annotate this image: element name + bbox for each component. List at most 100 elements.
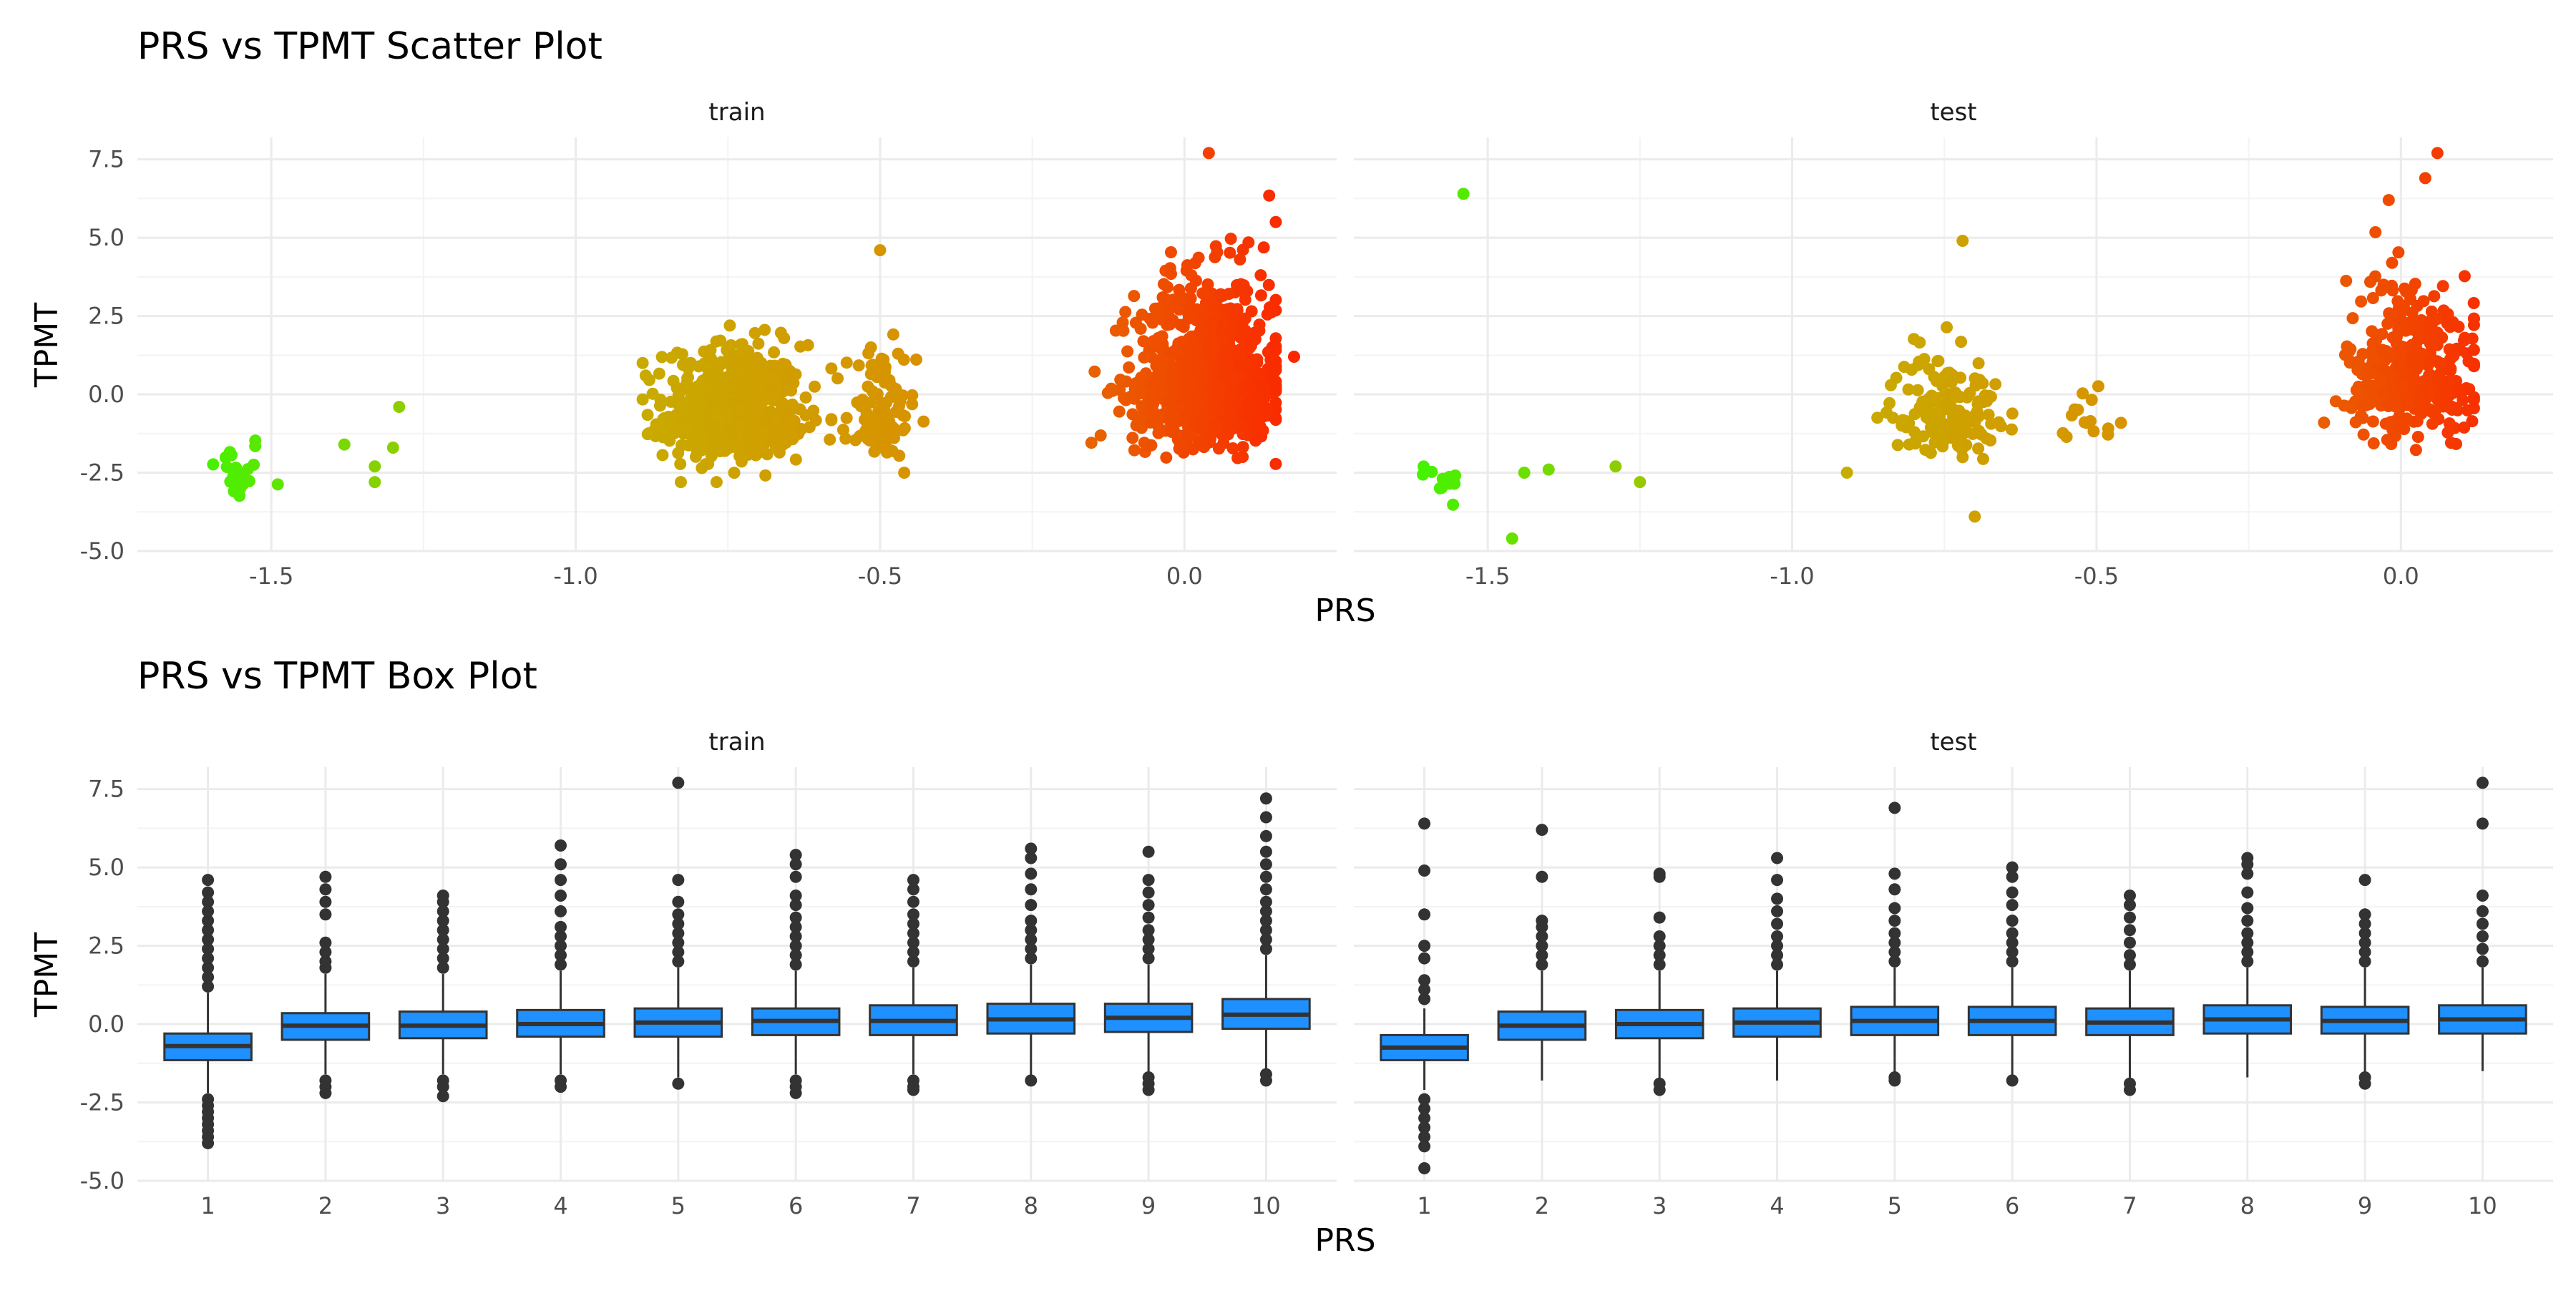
- scatter-point: [1269, 361, 1282, 374]
- scatter-point: [1943, 417, 1956, 430]
- scatter-point: [1202, 147, 1215, 160]
- outlier-point: [2241, 852, 2254, 864]
- scatter-x-label: PRS: [1314, 593, 1375, 629]
- outlier-point: [2241, 886, 2254, 899]
- scatter-point: [879, 434, 892, 447]
- scatter-point: [777, 430, 790, 443]
- scatter-point: [1506, 532, 1518, 545]
- scatter-point: [1201, 343, 1214, 356]
- x-tick-label: 10: [1252, 1192, 1281, 1219]
- outlier-point: [1418, 1131, 1431, 1144]
- outlier-point: [1653, 1083, 1666, 1096]
- scatter-point: [825, 362, 838, 375]
- outlier-point: [2123, 911, 2136, 924]
- scatter-point: [1883, 396, 1896, 409]
- outlier-point: [202, 980, 215, 993]
- scatter-point: [715, 356, 728, 369]
- outlier-point: [1771, 852, 1784, 864]
- x-tick-label: 9: [2358, 1192, 2372, 1219]
- scatter-point: [2374, 374, 2387, 387]
- y-tick-label: 2.5: [88, 932, 125, 960]
- scatter-point: [225, 449, 238, 462]
- scatter-point: [1941, 321, 1953, 333]
- scatter-point: [1113, 405, 1126, 418]
- y-tick-label: -5.0: [80, 537, 125, 565]
- outlier-point: [1418, 1121, 1431, 1134]
- scatter-point: [1262, 278, 1275, 291]
- scatter-point: [2411, 415, 2424, 428]
- scatter-point: [1234, 284, 1246, 297]
- x-tick-label: 1: [1417, 1192, 1431, 1219]
- outlier-point: [672, 895, 685, 908]
- outlier-point: [1259, 895, 1272, 908]
- outlier-point: [2241, 945, 2254, 958]
- scatter-point: [688, 431, 701, 444]
- scatter-point: [715, 384, 728, 396]
- outlier-point: [1888, 1074, 1901, 1087]
- outlier-point: [2241, 955, 2254, 968]
- scatter-point: [2429, 404, 2441, 417]
- scatter-point: [893, 399, 906, 412]
- scatter-point: [1989, 378, 2002, 391]
- scatter-point: [2386, 256, 2399, 269]
- outlier-point: [1259, 924, 1272, 937]
- scatter-point: [1239, 293, 1252, 306]
- outlier-point: [1418, 974, 1431, 987]
- scatter-point: [2450, 342, 2463, 355]
- scatter-point: [1254, 269, 1267, 282]
- outlier-point: [1259, 811, 1272, 824]
- outlier-point: [789, 1086, 802, 1099]
- y-tick-label: -5.0: [80, 1167, 125, 1194]
- scatter-point: [2366, 415, 2379, 428]
- scatter-point: [1165, 346, 1178, 359]
- scatter-point: [748, 326, 761, 339]
- scatter-point: [653, 367, 665, 380]
- scatter-point: [1128, 444, 1141, 457]
- outlier-point: [2241, 867, 2254, 880]
- scatter-point: [778, 331, 791, 344]
- scatter-point: [897, 409, 909, 422]
- scatter-point: [1221, 342, 1234, 355]
- scatter-point: [249, 434, 262, 447]
- scatter-point: [1209, 250, 1221, 263]
- scatter-point: [755, 356, 768, 369]
- scatter-point: [1181, 357, 1194, 370]
- scatter-point: [2385, 350, 2398, 363]
- scatter-point: [673, 408, 686, 421]
- y-tick-label: 0.0: [88, 1010, 125, 1038]
- scatter-point: [2443, 417, 2456, 430]
- scatter-point: [1634, 476, 1646, 489]
- scatter-point: [1153, 369, 1166, 381]
- outlier-point: [2476, 776, 2489, 789]
- scatter-point: [673, 386, 686, 399]
- scatter-point: [1243, 341, 1256, 354]
- x-tick-label: 2: [318, 1192, 333, 1219]
- scatter-y-label: TPMT: [29, 303, 65, 388]
- outlier-point: [319, 908, 332, 921]
- scatter-point: [1168, 387, 1181, 400]
- scatter-point: [725, 338, 738, 351]
- scatter-point: [2407, 321, 2420, 334]
- scatter-point: [1123, 361, 1136, 374]
- scatter-point: [1908, 333, 1921, 346]
- scatter-point: [1198, 411, 1211, 424]
- scatter-point: [785, 384, 798, 397]
- outlier-point: [1771, 930, 1784, 942]
- scatter-point: [2087, 425, 2100, 438]
- scatter-point: [906, 389, 919, 401]
- outlier-point: [436, 1090, 449, 1103]
- scatter-point: [1954, 371, 1967, 384]
- scatter-point: [2371, 329, 2384, 342]
- outlier-point: [1142, 899, 1155, 912]
- scatter-point: [852, 359, 865, 372]
- scatter-points: [1417, 147, 2480, 545]
- outlier-point: [2006, 886, 2019, 899]
- scatter-point: [1951, 390, 1963, 403]
- scatter-point: [641, 428, 654, 441]
- scatter-point: [710, 335, 723, 348]
- scatter-point: [2092, 380, 2104, 393]
- scatter-point: [695, 442, 708, 455]
- outlier-point: [907, 927, 919, 940]
- outlier-point: [1536, 949, 1548, 962]
